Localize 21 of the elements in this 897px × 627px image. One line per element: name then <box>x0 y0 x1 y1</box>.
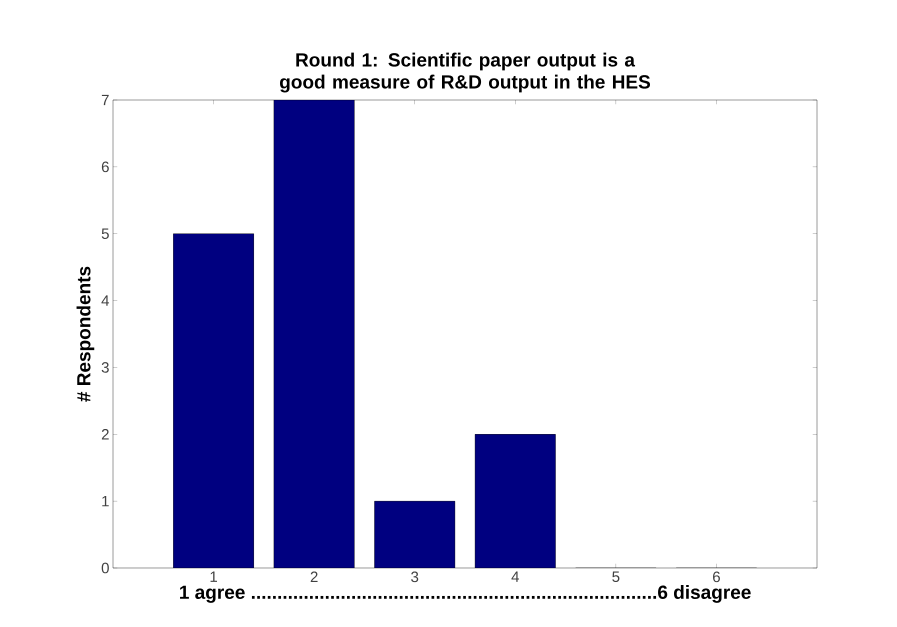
x-tick-label: 1 <box>210 572 218 582</box>
bar <box>274 100 354 568</box>
y-tick-label: 0 <box>102 562 109 574</box>
y-tick-label: 7 <box>102 94 109 106</box>
y-tick-label: 6 <box>102 162 109 172</box>
x-tick-label: 4 <box>511 572 520 582</box>
y-tick-label: 4 <box>101 295 110 306</box>
x-axis-title: 1 agree .............................................................................6 disagree <box>180 585 751 603</box>
chart-title: Round 1: Scientific paper output is a good measure of R&D output in the HES <box>280 52 650 92</box>
x-tick-label: 2 <box>310 572 318 582</box>
x-tick-label: 5 <box>612 572 620 582</box>
y-tick-label: 1 <box>102 496 109 506</box>
y-tick-label: 2 <box>102 429 109 440</box>
bar <box>475 434 556 568</box>
y-axis-title: # Respondents <box>76 266 94 402</box>
x-tick-label: 3 <box>411 572 418 582</box>
bar <box>374 501 455 568</box>
bar <box>173 234 254 568</box>
y-tick-label: 5 <box>102 228 109 239</box>
x-tick-label: 6 <box>713 572 720 582</box>
y-tick-label: 3 <box>102 362 109 373</box>
